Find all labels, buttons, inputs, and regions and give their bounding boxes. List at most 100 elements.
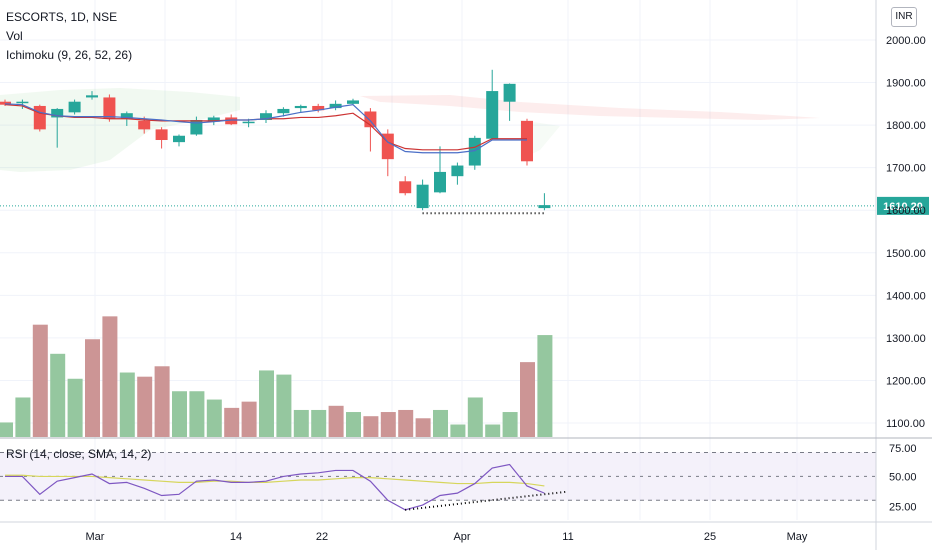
ichimoku-legend[interactable]: Ichimoku (9, 26, 52, 26)	[6, 48, 133, 62]
candle-body	[486, 91, 499, 139]
rsi-line	[5, 463, 545, 511]
candle-body	[347, 100, 359, 104]
candle-body	[33, 105, 46, 130]
candle-body	[16, 101, 29, 104]
volume-bar	[415, 418, 431, 437]
rsi-legend[interactable]: RSI (14, close, SMA, 14, 2)	[6, 447, 152, 461]
volume-bar	[450, 424, 466, 437]
volume-bars	[0, 316, 553, 437]
volume-bar	[50, 353, 66, 437]
volume-bar	[485, 424, 501, 437]
cloud-bear	[360, 95, 820, 120]
candle-body	[294, 105, 307, 109]
volume-bar	[241, 401, 257, 437]
ichimoku-cloud	[0, 88, 820, 172]
candle-body	[173, 135, 185, 143]
price-axis-tick: 1600.00	[886, 205, 926, 217]
candle-body	[86, 95, 98, 98]
volume-bar	[380, 412, 396, 437]
price-axis-tick: 1100.00	[886, 418, 925, 430]
volume-bar	[154, 366, 170, 437]
volume-bar	[363, 416, 379, 437]
volume-bar	[224, 407, 240, 437]
volume-bar	[433, 409, 448, 437]
candle-body	[260, 113, 272, 121]
volume-bar	[137, 376, 153, 437]
volume-bar	[276, 374, 292, 437]
volume-bar	[467, 397, 483, 437]
volume-bar	[346, 412, 361, 437]
rsi-axis-tick: 25.00	[889, 501, 917, 513]
candle-body	[468, 137, 481, 166]
volume-bar	[398, 409, 414, 437]
candle-body	[68, 101, 81, 113]
time-axis-tick: Mar	[86, 531, 105, 543]
candle-body	[120, 113, 133, 119]
volume-bar	[537, 335, 553, 437]
price-axis-tick: 1400.00	[886, 290, 926, 302]
candle-body	[138, 120, 151, 130]
time-axis-tick: 11	[562, 531, 573, 543]
time-axis-tick: Apr	[453, 531, 470, 543]
candle-body	[225, 117, 238, 125]
rsi-pane	[0, 452, 876, 511]
candle-body	[329, 103, 342, 109]
volume-legend[interactable]: Vol	[6, 29, 23, 43]
volume-bar	[520, 362, 535, 437]
volume-bar	[0, 422, 13, 437]
volume-bar	[328, 405, 344, 437]
candle-body	[312, 105, 325, 111]
volume-bar	[32, 324, 48, 437]
time-axis-tick: May	[787, 531, 808, 543]
volume-bar	[119, 372, 135, 437]
candle-body	[0, 101, 11, 105]
cloud-bull	[0, 88, 240, 172]
price-axis-tick: 1300.00	[886, 333, 926, 345]
volume-bar	[311, 409, 327, 437]
volume-bar	[67, 378, 83, 437]
candle-body	[399, 181, 412, 194]
price-axis-tick: 1800.00	[886, 120, 926, 132]
price-overlays: 1610.20	[0, 196, 929, 215]
candle-body	[538, 205, 551, 209]
last-price-badge	[877, 196, 929, 215]
time-axis-tick: 25	[704, 531, 716, 543]
rsi-axis-tick: 75.00	[889, 443, 917, 455]
volume-bar	[85, 339, 100, 437]
price-axis-tick: 1500.00	[886, 248, 926, 260]
price-axis-tick: 1900.00	[886, 78, 926, 90]
price-axis-tick: 2000.00	[886, 35, 926, 47]
price-axis-tick: 1700.00	[886, 163, 926, 175]
rsi-support-line	[405, 490, 566, 511]
volume-bar	[189, 391, 205, 437]
candle-body	[207, 117, 220, 122]
volume-bar	[206, 399, 222, 437]
candle-body	[503, 83, 516, 102]
volume-bar	[172, 391, 187, 437]
last-price-label: 1610.20	[883, 201, 923, 213]
price-axis-tick: 1200.00	[886, 375, 926, 387]
volume-bar	[293, 409, 309, 437]
grid	[0, 0, 876, 520]
price-candles	[0, 69, 551, 211]
candle-body	[416, 184, 429, 209]
symbol-title[interactable]: ESCORTS, 1D, NSE	[6, 10, 118, 24]
currency-badge[interactable]: INR	[891, 7, 917, 27]
rsi-axis-tick: 50.00	[889, 471, 917, 483]
candle-body	[51, 108, 64, 118]
time-axis-tick: 14	[230, 531, 242, 543]
candle-body	[434, 171, 446, 193]
candle-body	[451, 165, 464, 177]
candle-body	[155, 129, 168, 141]
time-axis-tick: 22	[316, 531, 328, 543]
volume-bar	[15, 397, 31, 437]
candle-body	[190, 120, 203, 135]
volume-bar	[502, 412, 518, 437]
candle-body	[242, 121, 255, 124]
ichimoku-lines	[4, 103, 527, 154]
candle-body	[277, 108, 290, 114]
volume-bar	[259, 370, 274, 437]
candle-body	[103, 97, 116, 119]
